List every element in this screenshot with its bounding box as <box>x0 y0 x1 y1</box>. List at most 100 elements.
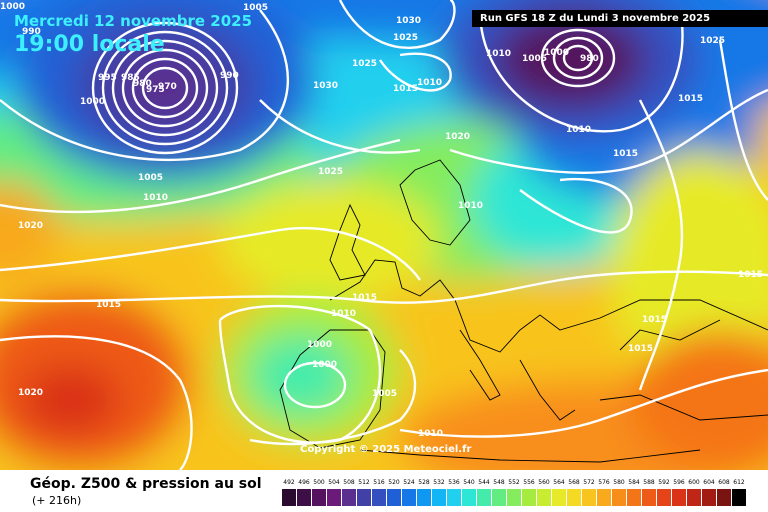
isobar-label: 1010 <box>143 193 169 203</box>
scale-label: 528 <box>418 479 430 486</box>
scale-label: 596 <box>673 479 685 486</box>
scale-swatch <box>342 489 356 506</box>
isobar-label: 1020 <box>18 388 44 398</box>
scale-label: 516 <box>373 479 385 486</box>
scale-label: 556 <box>523 479 535 486</box>
scale-label: 540 <box>463 479 475 486</box>
isobar-label: 980 <box>580 54 599 64</box>
scale-label: 544 <box>478 479 490 486</box>
scale-swatch <box>477 489 491 506</box>
isobar-label: 1015 <box>352 293 378 303</box>
scale-swatch <box>732 489 746 506</box>
scale-label: 576 <box>598 479 610 486</box>
isobar-label: 1005 <box>138 173 164 183</box>
isobar-label: 980 <box>133 79 152 89</box>
isobar-label: 1030 <box>396 16 422 26</box>
isobar-label: 1010 <box>417 78 443 88</box>
isobar-label: 1025 <box>393 33 419 43</box>
scale-label: 548 <box>493 479 505 486</box>
scale-label: 524 <box>403 479 415 486</box>
isobar-label: 1030 <box>313 81 339 91</box>
scale-swatch <box>417 489 431 506</box>
scale-swatch <box>372 489 386 506</box>
scale-swatch <box>627 489 641 506</box>
scale-label: 492 <box>283 479 295 486</box>
scale-swatch <box>657 489 671 506</box>
scale-swatch <box>537 489 551 506</box>
scale-swatch <box>702 489 716 506</box>
scale-swatch <box>567 489 581 506</box>
scale-label: 508 <box>343 479 355 486</box>
scale-label: 564 <box>553 479 565 486</box>
isobar-label: 1005 <box>522 54 548 64</box>
scale-swatch <box>327 489 341 506</box>
scale-swatch <box>402 489 416 506</box>
isobar-label: 975 <box>146 85 165 95</box>
scale-swatch <box>642 489 656 506</box>
isobar-label: 1015 <box>678 94 704 104</box>
isobar-label: 1015 <box>642 315 668 325</box>
isobar-label: 1015 <box>613 149 639 159</box>
isobar-label: 1000 <box>544 48 570 58</box>
scale-swatch <box>597 489 611 506</box>
scale-swatch <box>552 489 566 506</box>
scale-label: 512 <box>358 479 370 486</box>
isobar-label: 1025 <box>700 36 726 46</box>
scale-label: 612 <box>733 479 745 486</box>
isobar-lines <box>0 0 768 470</box>
isobar-label: 1025 <box>352 59 378 69</box>
isobar-label: 1000 <box>80 97 106 107</box>
isobar-label: 1020 <box>445 132 471 142</box>
scale-swatch <box>312 489 326 506</box>
isobar-label: 1010 <box>418 429 444 439</box>
scale-label: 520 <box>388 479 400 486</box>
scale-label: 588 <box>643 479 655 486</box>
map-title: Géop. Z500 & pression au sol <box>30 476 262 492</box>
color-field <box>0 0 768 470</box>
isobar-label: 1015 <box>96 300 122 310</box>
coastlines <box>279 159 768 463</box>
scale-swatch <box>492 489 506 506</box>
isobar-label: 1015 <box>393 84 419 94</box>
scale-label: 560 <box>538 479 550 486</box>
isobar-label: 1000 <box>307 340 333 350</box>
isobar-label: 1005 <box>243 3 269 13</box>
scale-swatch <box>582 489 596 506</box>
scale-label: 552 <box>508 479 520 486</box>
footer-bar: Géop. Z500 & pression au sol (+ 216h) 49… <box>0 470 768 512</box>
scale-swatch <box>462 489 476 506</box>
isobar-label: 985 <box>121 73 140 83</box>
scale-swatch <box>297 489 311 506</box>
scale-label: 504 <box>328 479 340 486</box>
geopotential-field <box>0 0 768 470</box>
isobar-label: 1010 <box>566 125 592 135</box>
isobar-label: 1025 <box>318 167 344 177</box>
scale-label: 592 <box>658 479 670 486</box>
isobar-label: 1010 <box>458 201 484 211</box>
scale-swatch <box>357 489 371 506</box>
scale-label: 572 <box>583 479 595 486</box>
scale-swatch <box>507 489 521 506</box>
isobar-label: 970 <box>158 82 177 92</box>
scale-label: 496 <box>298 479 310 486</box>
scale-swatch <box>717 489 731 506</box>
isobar-label: 1015 <box>628 344 654 354</box>
forecast-time: 19:00 locale <box>14 32 165 57</box>
scale-swatch <box>672 489 686 506</box>
isobar-label: 1010 <box>486 49 512 59</box>
scale-label: 580 <box>613 479 625 486</box>
scale-label: 600 <box>688 479 700 486</box>
scale-label: 604 <box>703 479 715 486</box>
forecast-hours: (+ 216h) <box>32 494 82 507</box>
scale-swatch <box>387 489 401 506</box>
scale-swatch <box>687 489 701 506</box>
isobar-label: 990 <box>22 27 41 37</box>
weather-map: Mercredi 12 novembre 2025 19:00 locale R… <box>0 0 768 470</box>
scale-swatch <box>432 489 446 506</box>
scale-swatch <box>612 489 626 506</box>
isobar-label: 1000 <box>0 2 26 12</box>
scale-swatch <box>282 489 296 506</box>
scale-label: 536 <box>448 479 460 486</box>
isobar-label: 990 <box>220 71 239 81</box>
isobar-label: 1010 <box>331 309 357 319</box>
